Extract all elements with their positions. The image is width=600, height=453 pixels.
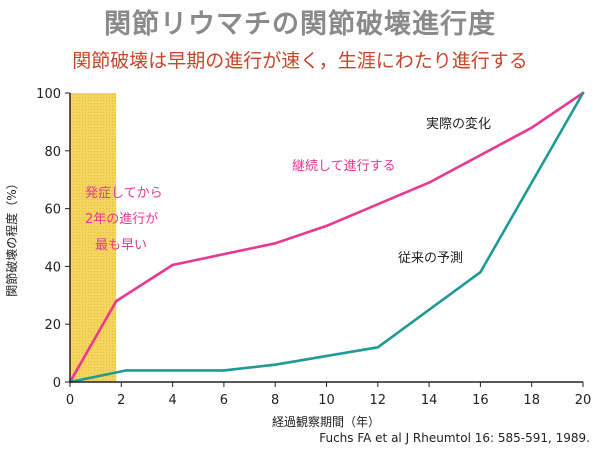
series-line-actual: [68, 91, 585, 384]
x-tick-label-4: 4: [168, 393, 176, 408]
early-period-band: [70, 93, 117, 382]
y-axis-label: 関節破壊の程度（%）: [4, 177, 19, 296]
data-point-actual-6: [530, 126, 533, 129]
x-tick-label-20: 20: [575, 393, 592, 408]
x-tick-label-16: 16: [472, 393, 489, 408]
y-tick-label-80: 80: [44, 145, 61, 160]
data-point-predicted-3: [273, 363, 277, 366]
x-axis-label: 経過観察期間（年）: [272, 415, 380, 429]
x-tick-label-2: 2: [117, 393, 125, 408]
data-point-actual-1: [114, 299, 118, 303]
citation: Fuchs FA et al J Rheumtol 16: 585-591, 1…: [319, 431, 590, 445]
x-tick-label-0: 0: [66, 393, 74, 408]
data-point-predicted-1: [125, 369, 128, 372]
series-label-predicted: 従来の予測: [398, 251, 463, 266]
data-point-predicted-2: [222, 369, 226, 372]
y-tick-label-100: 100: [36, 87, 61, 102]
data-point-actual-2: [171, 263, 174, 267]
x-tick-label-18: 18: [523, 393, 540, 408]
x-tick-label-8: 8: [271, 393, 279, 408]
chart-title: 関節リウマチの関節破壊進行度: [104, 9, 496, 40]
data-point-predicted-5: [479, 270, 482, 274]
data-point-predicted-4: [376, 346, 380, 349]
annotation-early-line2: 2年の進行が: [85, 212, 158, 227]
series-label-actual: 実際の変化: [426, 116, 491, 132]
x-tick-label-6: 6: [220, 393, 228, 408]
data-point-actual-4: [325, 224, 328, 228]
annotation-early-line3: 最も早い: [95, 238, 147, 253]
x-tick-label-14: 14: [421, 393, 438, 408]
x-tick-label-10: 10: [318, 393, 335, 408]
annotation-early-line1: 発症してから: [85, 186, 163, 201]
chart-subtitle: 関節破壊は早期の進行が速く，生涯にわたり進行する: [72, 50, 528, 72]
data-point-actual-3: [273, 241, 277, 245]
y-tick-label-60: 60: [44, 203, 61, 218]
y-tick-label-20: 20: [44, 318, 61, 333]
data-point-actual-5: [427, 181, 431, 184]
y-tick-label-0: 0: [53, 376, 61, 391]
data-point-predicted-6: [581, 91, 585, 95]
y-tick-label-40: 40: [44, 260, 61, 275]
annotation-continuing: 継続して進行する: [292, 159, 396, 174]
x-tick-label-12: 12: [370, 393, 387, 408]
